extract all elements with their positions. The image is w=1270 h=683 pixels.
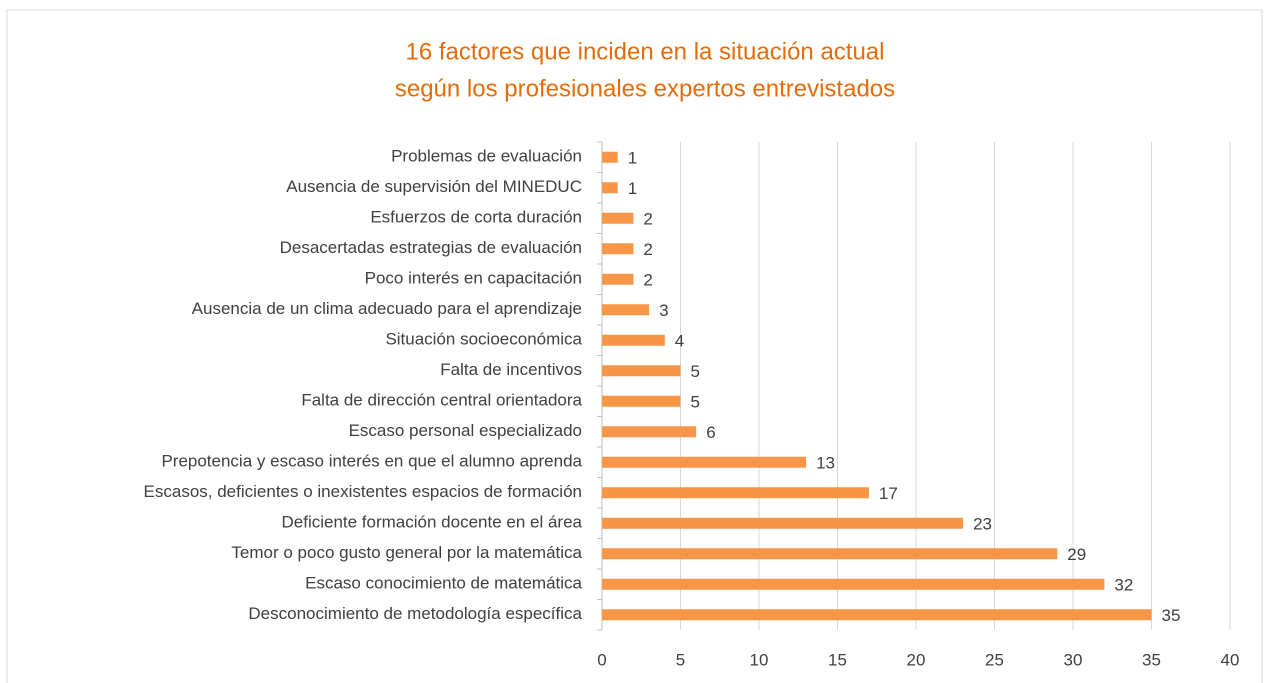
bar (602, 212, 634, 224)
bar (602, 426, 697, 438)
bar (602, 517, 964, 529)
bar (602, 182, 618, 194)
data-label: 17 (879, 484, 898, 503)
data-label: 29 (1067, 545, 1086, 564)
x-tick-label: 15 (828, 650, 847, 669)
y-tick-label: Problemas de evaluación (391, 147, 582, 166)
chart-title: según los profesionales expertos entrevi… (395, 75, 895, 102)
data-label: 3 (659, 301, 668, 320)
x-tick-label: 25 (985, 650, 1004, 669)
bar (602, 151, 618, 163)
data-label: 1 (628, 179, 637, 198)
y-tick-label: Deficiente formación docente en el área (281, 513, 582, 532)
data-label: 6 (706, 423, 715, 442)
y-tick-label: Falta de incentivos (440, 360, 582, 379)
y-tick-label: Escaso conocimiento de matemática (305, 574, 582, 593)
bar (602, 609, 1152, 621)
bar (602, 456, 807, 468)
data-label: 5 (691, 362, 700, 381)
chart-title: 16 factores que inciden en la situación … (406, 38, 885, 65)
x-tick-label: 0 (597, 650, 606, 669)
data-label: 2 (643, 271, 652, 290)
y-tick-label: Escaso personal especializado (349, 421, 582, 440)
y-tick-label: Falta de dirección central orientadora (301, 391, 582, 410)
x-tick-label: 40 (1221, 650, 1240, 669)
x-tick-label: 35 (1142, 650, 1161, 669)
y-tick-label: Temor o poco gusto general por la matemá… (231, 543, 582, 562)
y-tick-label: Esfuerzos de corta duración (370, 208, 582, 227)
data-label: 2 (643, 210, 652, 229)
y-tick-label: Poco interés en capacitación (365, 269, 582, 288)
x-tick-label: 10 (750, 650, 769, 669)
y-tick-label: Desconocimiento de metodología específic… (248, 604, 582, 623)
data-label: 1 (628, 149, 637, 168)
bar (602, 334, 665, 346)
bar (602, 273, 634, 285)
y-tick-label: Desacertadas estrategias de evaluación (280, 238, 582, 257)
data-label: 35 (1162, 606, 1181, 625)
bar (602, 365, 681, 377)
y-tick-label: Ausencia de supervisión del MINEDUC (286, 177, 582, 196)
data-label: 5 (691, 393, 700, 412)
y-tick-label: Situación socioeconómica (385, 330, 582, 349)
data-label: 13 (816, 454, 835, 473)
y-tick-label: Escasos, deficientes o inexistentes espa… (144, 482, 582, 501)
bar (602, 243, 634, 255)
x-tick-label: 20 (907, 650, 926, 669)
bar (602, 395, 681, 407)
bar (602, 304, 650, 316)
x-tick-label: 5 (676, 650, 685, 669)
y-tick-label: Ausencia de un clima adecuado para el ap… (192, 299, 582, 318)
y-tick-label: Prepotencia y escaso interés en que el a… (161, 452, 582, 471)
bar (602, 487, 869, 499)
data-label: 23 (973, 515, 992, 534)
x-tick-label: 30 (1064, 650, 1083, 669)
bar (602, 548, 1058, 560)
bar (602, 578, 1105, 590)
chart-frame (6, 9, 1263, 683)
data-label: 4 (675, 332, 684, 351)
data-label: 2 (643, 240, 652, 259)
data-label: 32 (1114, 576, 1133, 595)
